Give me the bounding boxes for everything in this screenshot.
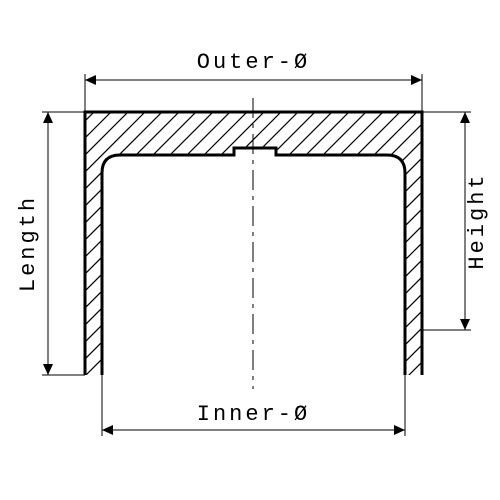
dimension-lines [42,74,471,436]
engineering-drawing: Outer-Ø Inner-Ø Length Height [0,0,500,500]
label-inner-dia: Inner-Ø [197,402,310,427]
section-hatching [0,72,500,415]
label-length: Length [16,195,41,292]
label-height: Height [465,172,490,269]
label-outer-dia: Outer-Ø [197,50,310,75]
